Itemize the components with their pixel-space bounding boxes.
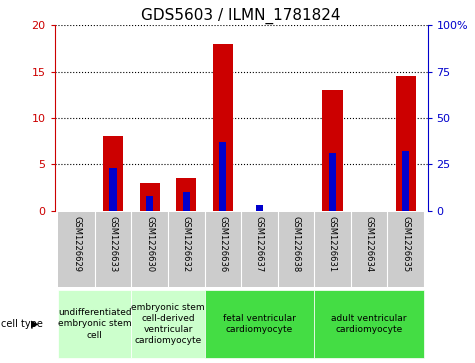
Bar [205,212,241,287]
Text: embryonic stem
cell-derived
ventricular
cardiomyocyte: embryonic stem cell-derived ventricular … [131,303,205,345]
Bar [241,212,277,287]
Text: GSM1226636: GSM1226636 [218,216,227,272]
Bar [256,205,263,211]
Bar [95,212,132,287]
Title: GDS5603 / ILMN_1781824: GDS5603 / ILMN_1781824 [142,8,341,24]
Text: fetal ventricular
cardiomyocyte: fetal ventricular cardiomyocyte [223,314,296,334]
Text: adult ventricular
cardiomyocyte: adult ventricular cardiomyocyte [331,314,407,334]
Text: GSM1226633: GSM1226633 [109,216,118,272]
Bar [132,212,168,287]
Bar [205,290,314,358]
Bar [132,290,205,358]
Text: GSM1226635: GSM1226635 [401,216,410,272]
Bar [103,136,123,211]
Bar [58,212,95,287]
Bar [277,212,314,287]
Text: cell type: cell type [1,319,43,329]
Bar [314,212,351,287]
Bar [146,196,153,211]
Bar [109,168,117,211]
Bar [176,178,196,211]
Bar [396,76,416,211]
Bar [329,153,336,211]
Bar [387,212,424,287]
Text: GSM1226631: GSM1226631 [328,216,337,272]
Bar [219,142,227,211]
Bar [182,192,190,211]
Bar [140,183,160,211]
Bar [402,151,409,211]
Text: GSM1226632: GSM1226632 [182,216,191,272]
Text: undifferentiated
embryonic stem
cell: undifferentiated embryonic stem cell [58,309,132,339]
Text: GSM1226634: GSM1226634 [364,216,373,272]
Bar [213,44,233,211]
Text: GSM1226630: GSM1226630 [145,216,154,272]
Text: ▶: ▶ [31,319,39,329]
Text: GSM1226637: GSM1226637 [255,216,264,272]
Bar [351,212,387,287]
Text: GSM1226629: GSM1226629 [72,216,81,272]
Bar [58,290,132,358]
Bar [314,290,424,358]
Text: GSM1226638: GSM1226638 [291,216,300,272]
Bar [168,212,205,287]
Bar [323,90,342,211]
